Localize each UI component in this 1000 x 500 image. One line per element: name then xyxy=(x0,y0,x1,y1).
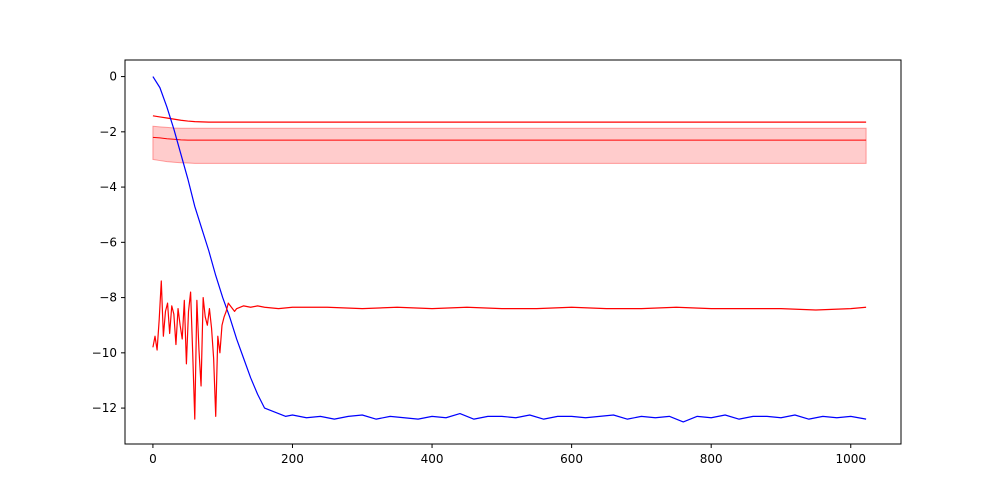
band-mean-line xyxy=(152,136,867,141)
x-tick-label: 0 xyxy=(149,452,157,466)
x-tick-label: 400 xyxy=(421,452,444,466)
x-tick-label: 1000 xyxy=(835,452,866,466)
confidence-band xyxy=(152,125,867,164)
y-tick-label: −4 xyxy=(99,180,117,194)
y-axis: 0 −2 −4 −6 −8 −10 −12 xyxy=(92,70,125,415)
y-tick-label: −12 xyxy=(92,401,117,415)
y-tick-label: −10 xyxy=(92,346,117,360)
y-tick-label: −2 xyxy=(99,125,117,139)
series-line-2 xyxy=(152,76,867,423)
plot-area xyxy=(152,76,867,423)
y-tick-label: 0 xyxy=(109,70,117,84)
y-tick-label: −6 xyxy=(99,235,117,249)
x-tick-label: 200 xyxy=(281,452,304,466)
series-line-3 xyxy=(152,280,867,420)
x-axis: 0 200 400 600 800 1000 xyxy=(149,444,866,466)
x-tick-label: 600 xyxy=(560,452,583,466)
series-line-1 xyxy=(152,115,867,123)
axes-frame xyxy=(124,59,902,445)
x-tick-label: 800 xyxy=(700,452,723,466)
y-tick-label: −8 xyxy=(99,291,117,305)
